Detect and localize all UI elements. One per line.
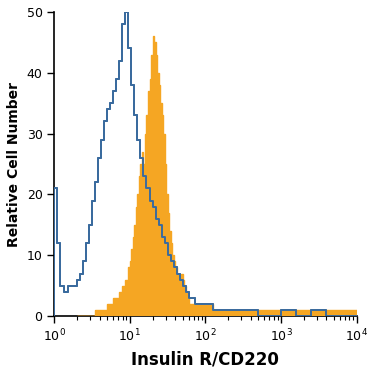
Y-axis label: Relative Cell Number: Relative Cell Number bbox=[7, 81, 21, 246]
Polygon shape bbox=[54, 12, 357, 316]
Polygon shape bbox=[77, 36, 357, 316]
X-axis label: Insulin R/CD220: Insulin R/CD220 bbox=[132, 350, 279, 368]
